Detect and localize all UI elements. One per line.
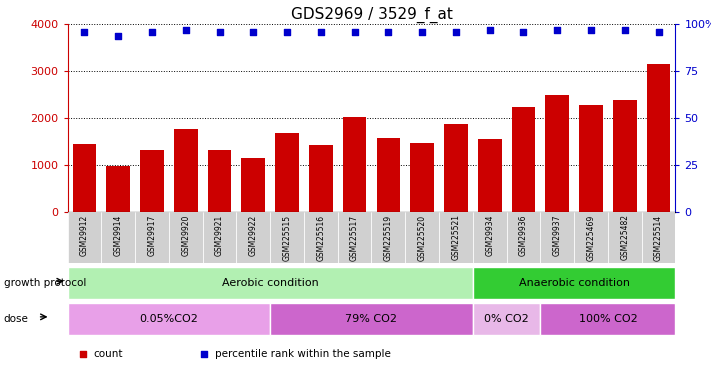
Bar (242, 158, 265, 212)
Text: GSM225515: GSM225515 (282, 214, 292, 261)
Point (450, 29, 461, 35)
Bar (236, 212, 270, 262)
Text: GSM225517: GSM225517 (350, 214, 359, 261)
Bar (579, 105, 603, 212)
Text: percentile rank within the sample: percentile rank within the sample (215, 349, 390, 358)
Bar (506, 212, 540, 262)
Point (180, 27, 191, 33)
Bar (410, 143, 434, 212)
Point (349, 29, 360, 35)
Bar (473, 303, 540, 335)
Text: GSM29922: GSM29922 (249, 214, 258, 256)
Bar (473, 212, 506, 262)
Text: 100% CO2: 100% CO2 (579, 314, 637, 324)
Bar (540, 303, 675, 335)
Bar (545, 95, 569, 212)
Point (585, 27, 597, 33)
Text: GSM225521: GSM225521 (451, 214, 461, 260)
Text: GSM29921: GSM29921 (215, 214, 224, 256)
Text: dose: dose (4, 314, 28, 324)
Point (552, 27, 563, 33)
Bar (478, 139, 501, 212)
Bar (338, 212, 371, 262)
Text: GSM29937: GSM29937 (552, 214, 562, 256)
Bar (135, 212, 169, 262)
Bar (203, 212, 236, 262)
Text: GSM29914: GSM29914 (114, 214, 123, 256)
Bar (512, 107, 535, 212)
Bar (613, 100, 636, 212)
Text: GSM225520: GSM225520 (417, 214, 427, 261)
Bar (68, 267, 473, 299)
Bar (574, 212, 608, 262)
Bar (608, 212, 641, 262)
Bar (540, 212, 574, 262)
Bar (169, 212, 203, 262)
Text: GSM225516: GSM225516 (316, 214, 326, 261)
Point (282, 29, 293, 35)
Text: growth protocol: growth protocol (4, 278, 86, 288)
Point (383, 29, 394, 35)
Text: 79% CO2: 79% CO2 (346, 314, 397, 324)
Point (484, 27, 496, 33)
Text: count: count (93, 349, 122, 358)
Text: 0.05%CO2: 0.05%CO2 (139, 314, 198, 324)
Text: 0% CO2: 0% CO2 (484, 314, 529, 324)
Bar (68, 212, 102, 262)
Bar (371, 212, 405, 262)
Bar (208, 150, 231, 212)
Point (146, 29, 158, 35)
Bar (73, 144, 96, 212)
Text: GSM29920: GSM29920 (181, 214, 191, 256)
Text: GSM225514: GSM225514 (654, 214, 663, 261)
Point (619, 27, 631, 33)
Bar (270, 303, 473, 335)
Point (214, 29, 225, 35)
Text: GSM225519: GSM225519 (384, 214, 393, 261)
Text: GSM29934: GSM29934 (485, 214, 494, 256)
Bar (68, 303, 270, 335)
Bar (304, 212, 338, 262)
Text: GSM29936: GSM29936 (519, 214, 528, 256)
Text: Anaerobic condition: Anaerobic condition (518, 278, 630, 288)
Bar (309, 145, 333, 212)
Text: GSM225482: GSM225482 (620, 214, 629, 260)
Bar (275, 133, 299, 212)
Bar (641, 212, 675, 262)
Point (417, 29, 428, 35)
Bar (377, 138, 400, 212)
Text: GSM225469: GSM225469 (587, 214, 596, 261)
Point (79, 29, 90, 35)
Text: GSM29912: GSM29912 (80, 214, 89, 256)
Bar (270, 212, 304, 262)
Bar (444, 124, 468, 212)
Bar (174, 129, 198, 212)
Bar (405, 212, 439, 262)
Point (315, 29, 326, 35)
Bar (140, 150, 164, 212)
Point (112, 33, 124, 39)
Title: GDS2969 / 3529_f_at: GDS2969 / 3529_f_at (291, 7, 452, 23)
Bar (647, 64, 670, 212)
Bar (107, 166, 130, 212)
Bar (101, 212, 135, 262)
Bar (439, 212, 473, 262)
Bar (343, 117, 366, 212)
Bar (473, 267, 675, 299)
Point (504, 160, 515, 166)
Text: Aerobic condition: Aerobic condition (222, 278, 319, 288)
Point (653, 29, 664, 35)
Point (518, 29, 529, 35)
Point (247, 29, 259, 35)
Text: GSM29917: GSM29917 (147, 214, 156, 256)
